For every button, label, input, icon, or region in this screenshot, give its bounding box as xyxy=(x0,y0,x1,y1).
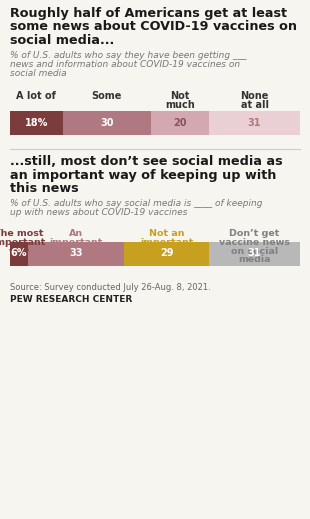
Text: important: important xyxy=(0,238,46,247)
Text: way: way xyxy=(156,247,177,255)
Text: 6%: 6% xyxy=(11,249,27,258)
Bar xyxy=(10,111,63,135)
Text: 29: 29 xyxy=(160,249,174,258)
Text: some news about COVID-19 vaccines on: some news about COVID-19 vaccines on xyxy=(10,20,297,34)
Text: % of U.S. adults who say social media is ____ of keeping: % of U.S. adults who say social media is… xyxy=(10,198,263,208)
Text: Roughly half of Americans get at least: Roughly half of Americans get at least xyxy=(10,7,287,20)
Text: this news: this news xyxy=(10,182,79,195)
Text: way: way xyxy=(8,247,29,255)
Text: None: None xyxy=(241,91,269,101)
Text: 30: 30 xyxy=(100,118,113,128)
Bar xyxy=(10,241,28,266)
Bar xyxy=(209,111,300,135)
Text: Source: Survey conducted July 26-Aug. 8, 2021.: Source: Survey conducted July 26-Aug. 8,… xyxy=(10,283,211,293)
Text: ...still, most don’t see social media as: ...still, most don’t see social media as xyxy=(10,155,283,168)
Bar xyxy=(209,241,300,266)
Bar xyxy=(28,241,124,266)
Text: PEW RESEARCH CENTER: PEW RESEARCH CENTER xyxy=(10,294,132,304)
Text: social media: social media xyxy=(10,70,67,78)
Text: 31: 31 xyxy=(248,249,261,258)
Text: 18%: 18% xyxy=(25,118,48,128)
Text: much: much xyxy=(165,100,195,110)
Text: vaccine news: vaccine news xyxy=(219,238,290,247)
Bar xyxy=(63,111,151,135)
Text: A lot of: A lot of xyxy=(16,91,56,101)
Text: Not an: Not an xyxy=(149,229,184,239)
Text: on social: on social xyxy=(231,247,278,255)
Bar xyxy=(151,111,209,135)
Text: Not: Not xyxy=(170,91,190,101)
Text: way: way xyxy=(65,247,86,255)
Text: 33: 33 xyxy=(69,249,83,258)
Text: Don’t get: Don’t get xyxy=(229,229,280,239)
Text: important: important xyxy=(49,238,103,247)
Text: An: An xyxy=(69,229,83,239)
Text: media: media xyxy=(238,255,271,264)
Text: up with news about COVID-19 vaccines: up with news about COVID-19 vaccines xyxy=(10,208,188,217)
Text: news and information about COVID-19 vaccines on: news and information about COVID-19 vacc… xyxy=(10,60,240,69)
Text: at all: at all xyxy=(241,100,268,110)
Text: important: important xyxy=(140,238,193,247)
Text: Some: Some xyxy=(91,91,122,101)
Text: % of U.S. adults who say they have been getting ___: % of U.S. adults who say they have been … xyxy=(10,50,246,60)
Text: social media...: social media... xyxy=(10,34,114,47)
Text: 31: 31 xyxy=(248,118,261,128)
Text: 20: 20 xyxy=(173,118,187,128)
Bar xyxy=(124,241,209,266)
Text: an important way of keeping up with: an important way of keeping up with xyxy=(10,169,277,182)
Text: The most: The most xyxy=(0,229,43,239)
